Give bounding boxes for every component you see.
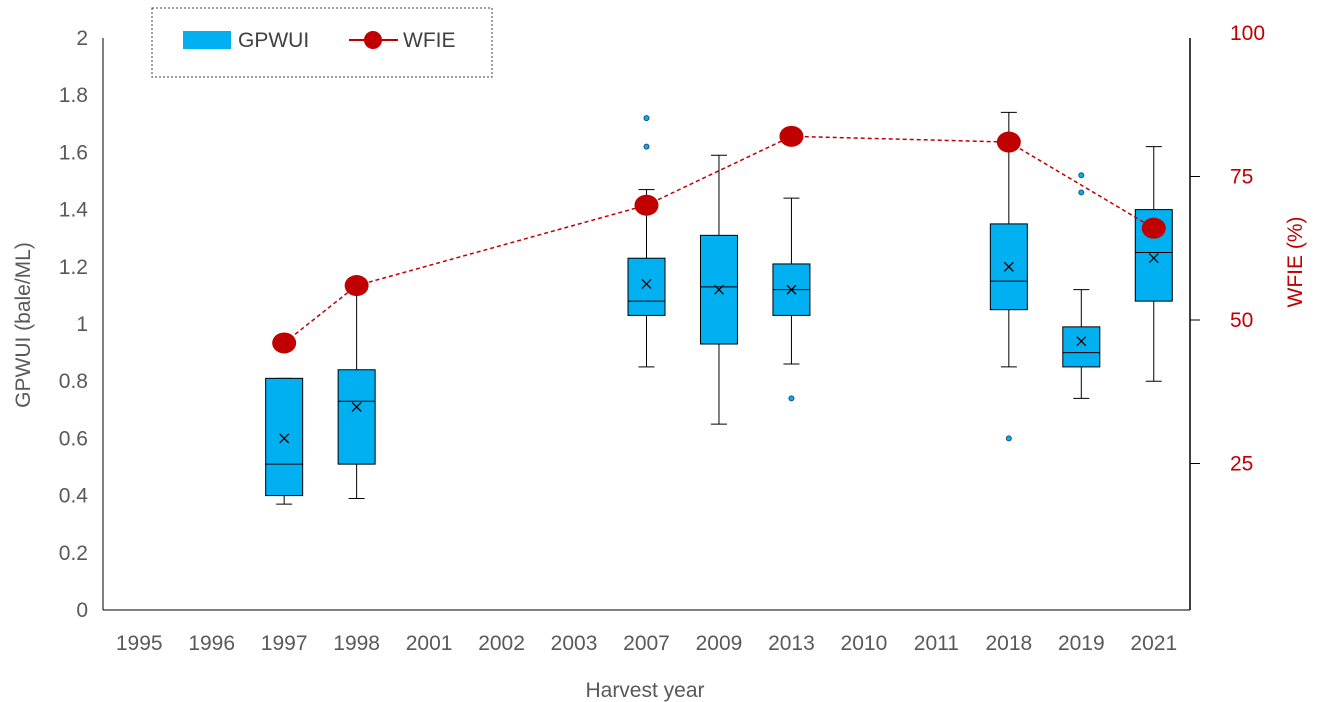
box-iqr bbox=[265, 377, 304, 497]
box-outlier bbox=[788, 395, 795, 402]
box-series bbox=[265, 111, 1173, 505]
wfie-point-1998 bbox=[344, 275, 369, 297]
box-outlier bbox=[1078, 172, 1085, 179]
box-iqr bbox=[627, 257, 666, 316]
x-tick-label: 1997 bbox=[261, 632, 308, 655]
y-right-tick-label: 25 bbox=[1230, 453, 1253, 476]
box-outlier bbox=[1078, 189, 1085, 196]
x-tick-label: 2002 bbox=[478, 632, 525, 655]
y-tick-label: 1.4 bbox=[59, 199, 89, 222]
box-mean-marker bbox=[641, 279, 652, 289]
wfie-point-2013 bbox=[779, 125, 804, 147]
legend-gpwui-swatch bbox=[183, 31, 231, 49]
x-tick-label: 1995 bbox=[116, 632, 163, 655]
box-2018 bbox=[989, 111, 1028, 442]
box-mean-marker bbox=[1076, 336, 1087, 347]
box-mean-marker bbox=[279, 433, 290, 444]
y-tick-label: 0.8 bbox=[59, 370, 88, 393]
y-axis-title: GPWUI (bale/ML) bbox=[12, 242, 35, 408]
x-tick-label: 2021 bbox=[1130, 632, 1177, 655]
box-1997 bbox=[265, 377, 304, 505]
box-2013 bbox=[772, 197, 811, 402]
x-tick-label: 2019 bbox=[1058, 632, 1105, 655]
x-axis-title: Harvest year bbox=[585, 679, 704, 702]
x-tick-label: 2009 bbox=[696, 632, 743, 655]
box-2009 bbox=[699, 154, 738, 425]
box-2021 bbox=[1134, 146, 1173, 382]
y-right-tick-label: 50 bbox=[1230, 309, 1253, 332]
y-axis-right-title: WFIE (%) bbox=[1284, 217, 1307, 308]
box-2019 bbox=[1062, 172, 1101, 399]
box-outlier bbox=[643, 115, 650, 122]
y-tick-label: 1.6 bbox=[59, 141, 88, 164]
legend-wfie-marker bbox=[364, 31, 382, 49]
wfie-point-1997 bbox=[272, 332, 297, 354]
box-mean-marker bbox=[786, 284, 797, 295]
wfie-point-2021 bbox=[1141, 217, 1166, 239]
box-iqr bbox=[1062, 326, 1101, 368]
box-2007 bbox=[627, 115, 666, 368]
wfie-series bbox=[272, 125, 1166, 354]
x-tick-label: 2001 bbox=[406, 632, 453, 655]
y-tick-label: 0.2 bbox=[59, 542, 88, 565]
wfie-line bbox=[283, 135, 1155, 344]
wfie-point-2018 bbox=[996, 131, 1021, 153]
y-tick-label: 0.6 bbox=[59, 427, 88, 450]
y-right-tick-label: 100 bbox=[1230, 22, 1265, 45]
y-tick-label: 1.8 bbox=[59, 84, 88, 107]
x-tick-label: 2018 bbox=[985, 632, 1032, 655]
box-iqr bbox=[337, 369, 376, 465]
y-tick-label: 2 bbox=[76, 27, 88, 50]
y-right-tick-label: 75 bbox=[1230, 166, 1253, 189]
x-tick-label: 1996 bbox=[188, 632, 235, 655]
box-mean-marker bbox=[1003, 261, 1014, 272]
y-tick-label: 1.2 bbox=[59, 256, 88, 279]
box-mean-marker bbox=[714, 284, 724, 295]
box-mean-marker bbox=[351, 401, 362, 412]
box-outlier bbox=[1005, 435, 1012, 442]
x-tick-label: 1998 bbox=[333, 632, 380, 655]
x-tick-label: 2011 bbox=[914, 632, 959, 655]
axes-layer: 0 0.2 0.4 0.6 0.8 1 1.2 1.4 1.6 1.8 2 25 50 75 100 1995… bbox=[59, 22, 1265, 655]
y-tick-label: 1 bbox=[76, 313, 88, 336]
x-tick-label: 2007 bbox=[623, 632, 670, 655]
box-outlier bbox=[643, 143, 650, 150]
y-tick-label: 0 bbox=[76, 599, 88, 622]
x-tick-label: 2013 bbox=[768, 632, 815, 655]
legend-wfie-label: WFIE bbox=[403, 29, 456, 52]
legend-gpwui-label: GPWUI bbox=[238, 29, 309, 52]
box-mean-marker bbox=[1148, 253, 1159, 264]
x-tick-label: 2010 bbox=[841, 632, 888, 655]
x-tick-label: 2003 bbox=[551, 632, 598, 655]
wfie-point-2007 bbox=[634, 194, 659, 216]
legend: GPWUI WFIE bbox=[151, 7, 493, 78]
y-tick-label: 0.4 bbox=[59, 485, 89, 508]
box-1998 bbox=[337, 292, 376, 499]
